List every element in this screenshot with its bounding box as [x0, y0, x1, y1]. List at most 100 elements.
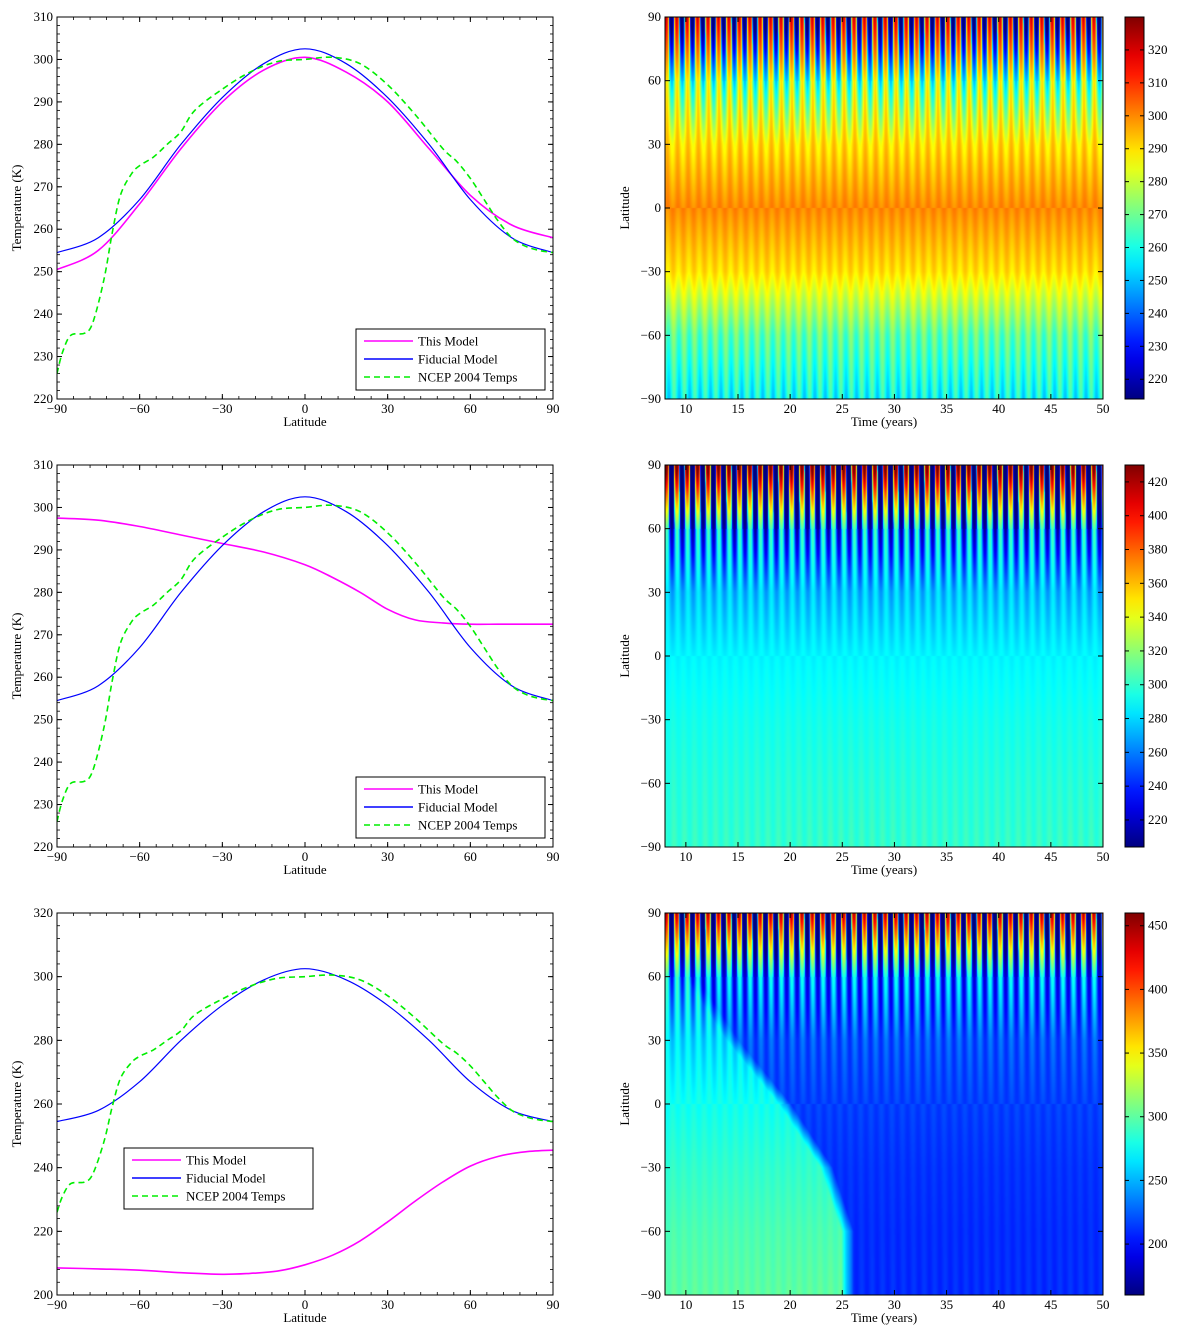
legend-label: This Model	[186, 1153, 247, 1168]
x-tick-label: 0	[302, 1297, 309, 1312]
x-tick-label: 30	[381, 401, 394, 416]
x-tick-label: 10	[679, 1297, 692, 1312]
y-tick-label: 60	[648, 521, 661, 536]
x-tick-label: 60	[464, 401, 477, 416]
y-tick-label: 200	[34, 1287, 54, 1302]
y-tick-label: 290	[34, 94, 54, 109]
series-line-fiducial-model	[57, 968, 553, 1123]
colorbar-tick-label: 250	[1148, 1172, 1168, 1187]
x-tick-label: 35	[940, 1297, 953, 1312]
x-axis-label: Time (years)	[851, 862, 917, 877]
series-line-this-model	[57, 1149, 553, 1276]
x-tick-label: 30	[888, 1297, 901, 1312]
colorbar-tick-label: 280	[1148, 711, 1168, 726]
y-axis-label: Temperature (K)	[9, 613, 24, 700]
heatmap-plot: 10 15 20 25 30 35 40 45 50 −90 −60 −30 0 30 60 90 Time (…	[617, 9, 1168, 429]
y-tick-label: 30	[648, 1032, 661, 1047]
colorbar-tick-label: 340	[1148, 609, 1168, 624]
y-tick-label: 240	[34, 1160, 54, 1175]
y-tick-label: 0	[655, 200, 662, 215]
y-tick-label: −60	[641, 327, 661, 342]
legend-label: This Model	[418, 782, 479, 797]
colorbar-tick-label: 300	[1148, 677, 1168, 692]
colorbar-scale	[1124, 464, 1145, 848]
y-tick-label: −60	[641, 775, 661, 790]
plot-area	[57, 913, 553, 1295]
legend-label: This Model	[418, 334, 479, 349]
x-tick-label: −60	[129, 849, 149, 864]
x-tick-label: −30	[212, 401, 232, 416]
x-tick-label: 20	[784, 1297, 797, 1312]
y-tick-label: −90	[641, 391, 661, 406]
y-axis-label: Latitude	[617, 634, 632, 678]
y-tick-label: −90	[641, 839, 661, 854]
y-tick-label: 260	[34, 1096, 54, 1111]
x-tick-label: 90	[547, 1297, 560, 1312]
y-tick-label: 280	[34, 1032, 54, 1047]
colorbar: 220 230 240 250 260 270 280 290 300 310 320	[1124, 16, 1168, 400]
x-tick-label: 45	[1044, 401, 1057, 416]
colorbar-tick-label: 290	[1148, 141, 1168, 156]
series-line-fiducial-model	[57, 48, 553, 254]
y-tick-label: 60	[648, 73, 661, 88]
y-tick-label: 220	[34, 391, 54, 406]
x-tick-label: 35	[940, 401, 953, 416]
x-tick-label: 0	[302, 401, 309, 416]
legend-label: Fiducial Model	[418, 352, 498, 367]
x-tick-label: −90	[47, 401, 67, 416]
x-tick-label: 30	[888, 401, 901, 416]
y-tick-label: −30	[641, 1160, 661, 1175]
x-tick-label: 30	[888, 849, 901, 864]
x-tick-label: 40	[992, 849, 1005, 864]
colorbar: 220 240 260 280 300 320 340 360 380 400 420	[1124, 464, 1168, 848]
series-line-ncep-2004-temps	[57, 504, 553, 822]
heatmap-raster	[665, 465, 1103, 847]
colorbar-tick-label: 300	[1148, 108, 1168, 123]
x-tick-label: 30	[381, 849, 394, 864]
legend-label: Fiducial Model	[186, 1171, 266, 1186]
y-tick-label: 60	[648, 969, 661, 984]
legend: This Model Fiducial Model NCEP 2004 Temps	[123, 1147, 314, 1210]
y-tick-label: 220	[34, 839, 54, 854]
series-line-ncep-2004-temps	[57, 56, 553, 374]
y-tick-label: 250	[34, 712, 54, 727]
y-tick-label: 310	[34, 9, 54, 24]
colorbar-tick-label: 310	[1148, 75, 1168, 90]
legend-label: NCEP 2004 Temps	[418, 370, 518, 385]
x-axis-label: Latitude	[283, 1310, 327, 1325]
colorbar-tick-label: 300	[1148, 1109, 1168, 1124]
y-tick-label: 0	[655, 1096, 662, 1111]
colorbar-tick-label: 250	[1148, 272, 1168, 287]
plot-frame	[56, 16, 554, 400]
legend-label: Fiducial Model	[418, 800, 498, 815]
y-tick-label: 0	[655, 648, 662, 663]
x-tick-label: 50	[1097, 849, 1110, 864]
y-tick-label: 250	[34, 264, 54, 279]
colorbar-tick-label: 380	[1148, 542, 1168, 557]
y-tick-label: −30	[641, 264, 661, 279]
y-axis-label: Temperature (K)	[9, 165, 24, 252]
plot-frame	[664, 464, 1104, 848]
y-tick-label: 30	[648, 136, 661, 151]
y-tick-label: 90	[648, 457, 661, 472]
y-tick-label: 240	[34, 754, 54, 769]
y-tick-label: 290	[34, 542, 54, 557]
x-tick-label: 0	[302, 849, 309, 864]
y-tick-label: −30	[641, 712, 661, 727]
legend-label: NCEP 2004 Temps	[186, 1189, 286, 1204]
colorbar-tick-label: 320	[1148, 42, 1168, 57]
heatmap-raster	[665, 17, 1103, 399]
y-tick-label: −60	[641, 1223, 661, 1238]
x-axis-label: Time (years)	[851, 1310, 917, 1325]
x-tick-label: 60	[464, 849, 477, 864]
colorbar-tick-label: 360	[1148, 575, 1168, 590]
x-tick-label: 15	[732, 1297, 745, 1312]
x-tick-label: 25	[836, 1297, 849, 1312]
x-tick-label: 20	[784, 849, 797, 864]
colorbar: 200 250 300 350 400 450	[1124, 912, 1168, 1296]
x-tick-label: 15	[732, 849, 745, 864]
colorbar-tick-label: 200	[1148, 1236, 1168, 1251]
x-tick-label: 25	[836, 849, 849, 864]
x-axis-label: Latitude	[283, 862, 327, 877]
